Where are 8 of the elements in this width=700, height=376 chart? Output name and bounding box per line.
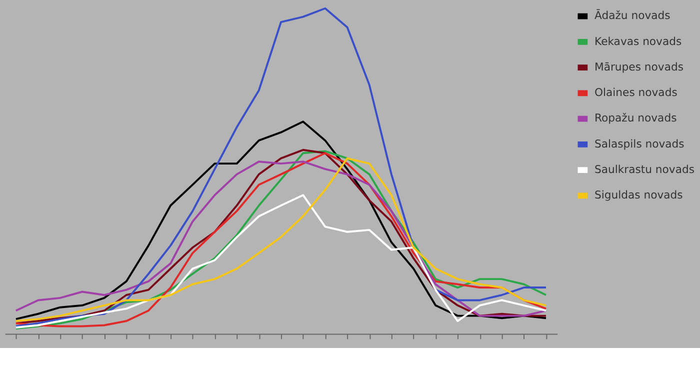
legend-label: Ādažu novads — [594, 9, 671, 22]
legend-label: Olaines novads — [594, 86, 678, 100]
legend-label: Siguldas novads — [594, 188, 684, 202]
legend-label: Mārupes novads — [594, 60, 684, 74]
legend-label: Ropažu novads — [594, 112, 678, 125]
legend-label: Kekavas novads — [594, 34, 682, 48]
legend-label: Salaspils novads — [594, 137, 685, 150]
legend-label: Saulkrastu novads — [594, 163, 695, 176]
